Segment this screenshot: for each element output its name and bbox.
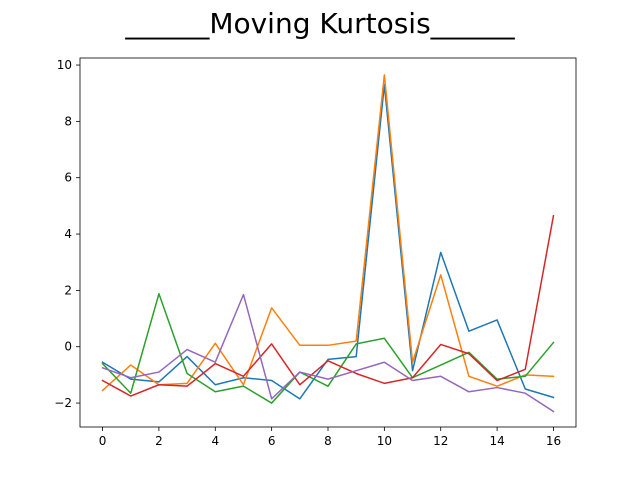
x-tick-label: 10 [377,434,392,448]
x-tick-label: 14 [489,434,504,448]
x-tick-label: 2 [155,434,163,448]
x-tick-label: 8 [324,434,332,448]
plot-area [79,57,577,428]
x-tick-label: 0 [99,434,107,448]
series-line-1 [101,84,555,400]
y-tick-label: 6 [64,171,72,185]
y-tick-label: −2 [54,396,72,410]
chart-title: ______Moving Kurtosis______ [124,7,515,40]
x-tick-label: 6 [268,434,276,448]
y-tick-label: 8 [64,114,72,128]
series-line-3 [101,293,555,404]
axes-frame [79,57,577,428]
x-tick-label: 16 [546,434,561,448]
x-tick-label: 4 [211,434,219,448]
y-tick-label: 0 [64,340,72,354]
y-tick-label: 10 [57,58,72,72]
series-layer [101,74,555,413]
y-tick-label: 2 [64,283,72,297]
series-line-4 [101,214,555,397]
x-axis: 0 2 4 6 8 10 12 14 16 [99,427,561,448]
y-tick-label: 4 [64,227,72,241]
y-axis: −2 0 2 4 6 8 10 [54,58,80,410]
x-tick-label: 12 [433,434,448,448]
series-line-5 [101,293,555,413]
series-line-2 [101,74,555,392]
